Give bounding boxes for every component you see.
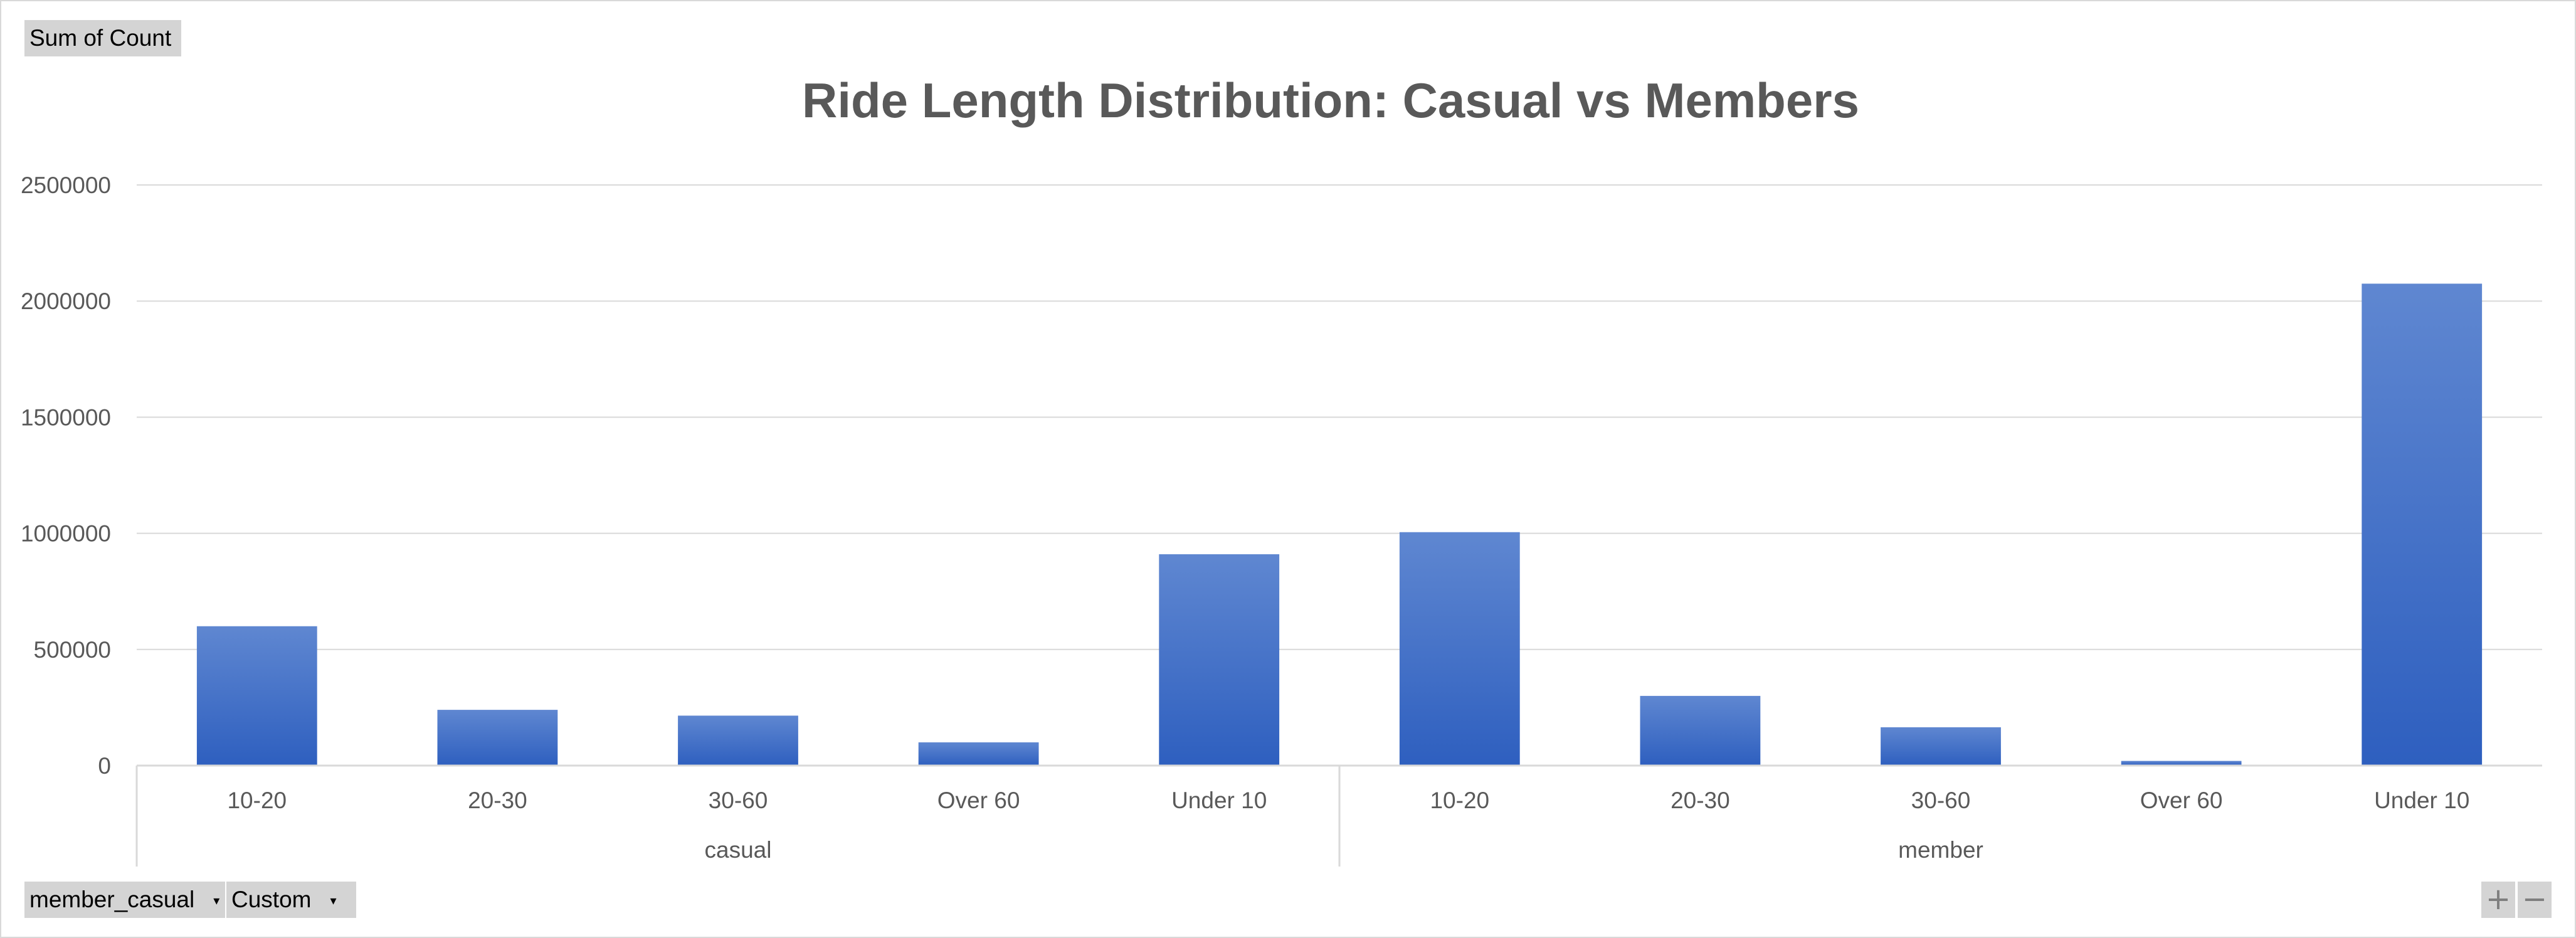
collapse-field-button[interactable]: − bbox=[2518, 882, 2552, 918]
dropdown-arrow-icon[interactable]: ▾ bbox=[213, 894, 220, 909]
y-tick-label: 2500000 bbox=[21, 172, 111, 198]
custom-field-button[interactable]: Custom ▾ bbox=[226, 882, 356, 918]
y-tick-label: 1500000 bbox=[21, 404, 111, 430]
y-tick-label: 0 bbox=[98, 753, 111, 779]
bar[interactable] bbox=[918, 742, 1039, 766]
bars bbox=[196, 283, 2483, 766]
value-field-label: Sum of Count bbox=[29, 25, 172, 51]
member-casual-field-button[interactable]: member_casual ▾ bbox=[24, 882, 225, 918]
x-tick-label: 20-30 bbox=[1671, 788, 1730, 813]
y-tick-label: 1000000 bbox=[21, 521, 111, 547]
bar[interactable] bbox=[1881, 727, 2001, 766]
group-label: casual bbox=[705, 837, 772, 863]
y-axis-ticks: 0 500000 1000000 1500000 2000000 2500000 bbox=[21, 172, 111, 779]
x-tick-label: Over 60 bbox=[937, 788, 1020, 813]
x-tick-label: 30-60 bbox=[1911, 788, 1971, 813]
x-tick-label: 30-60 bbox=[709, 788, 768, 813]
x-tick-label: Over 60 bbox=[2140, 788, 2223, 813]
expand-field-button[interactable]: + bbox=[2481, 882, 2515, 918]
x-tick-label: Under 10 bbox=[2374, 788, 2469, 813]
bar[interactable] bbox=[437, 710, 558, 766]
plus-icon: + bbox=[2485, 882, 2511, 917]
bar[interactable] bbox=[1640, 695, 1761, 766]
group-label: member bbox=[1898, 837, 1983, 863]
axis-field-label: member_casual bbox=[29, 887, 195, 912]
x-tick-label: 10-20 bbox=[227, 788, 287, 813]
x-tick-label: 10-20 bbox=[1430, 788, 1489, 813]
minus-icon: − bbox=[2521, 882, 2548, 917]
bar[interactable] bbox=[2121, 761, 2242, 766]
x-axis: 10-20 20-30 30-60 Over 60 Under 10 casual 10-2… bbox=[135, 764, 2542, 867]
dropdown-arrow-icon[interactable]: ▾ bbox=[330, 894, 337, 909]
y-tick-label: 500000 bbox=[34, 637, 111, 663]
x-tick-label: 20-30 bbox=[468, 788, 527, 813]
x-tick-label: Under 10 bbox=[1171, 788, 1267, 813]
bar[interactable] bbox=[2362, 283, 2483, 766]
value-field-button[interactable]: Sum of Count bbox=[24, 20, 181, 56]
bar[interactable] bbox=[1399, 532, 1520, 766]
bar[interactable] bbox=[1159, 554, 1280, 766]
gridlines bbox=[137, 184, 2542, 650]
chart-title: Ride Length Distribution: Casual vs Memb… bbox=[802, 73, 1859, 128]
axis-field-label: Custom bbox=[231, 887, 312, 912]
bar[interactable] bbox=[196, 626, 317, 766]
bar[interactable] bbox=[678, 715, 798, 766]
y-tick-label: 2000000 bbox=[21, 288, 111, 314]
